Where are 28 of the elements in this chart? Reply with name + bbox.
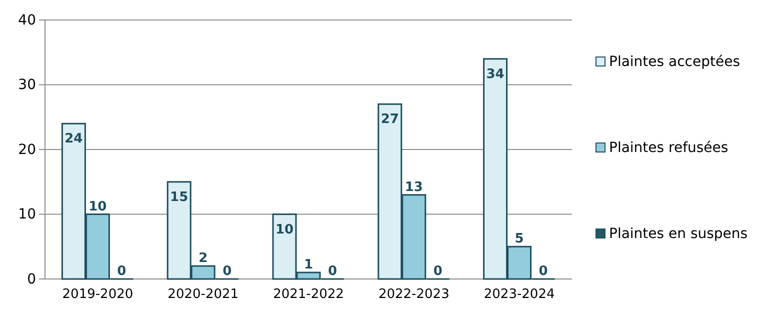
y-tick-label: 30: [18, 77, 36, 94]
data-label: 0: [222, 264, 232, 279]
data-label: 0: [328, 264, 338, 279]
data-label: 13: [404, 180, 423, 195]
x-tick-label: 2022-2023: [378, 287, 450, 302]
data-label: 0: [538, 264, 548, 279]
y-tick-label: 20: [18, 142, 36, 158]
data-label: 10: [88, 199, 107, 214]
x-tick-label: 2019-2020: [62, 287, 134, 302]
legend-label: Plaintes en suspens: [609, 226, 748, 242]
data-label: 0: [433, 264, 442, 279]
legend-label: Plaintes acceptées: [609, 54, 740, 70]
data-label: 24: [64, 132, 83, 147]
data-label: 27: [380, 112, 399, 128]
legend-label: Plaintes refusées: [609, 140, 728, 156]
x-tick-label: 2023-2024: [484, 287, 555, 302]
y-tick-label: 0: [27, 271, 36, 288]
data-label: 15: [170, 190, 188, 205]
data-label: 0: [117, 264, 126, 279]
data-label: 34: [486, 66, 504, 82]
data-label: 2: [198, 251, 208, 266]
x-tick-label: 2020-2021: [168, 287, 239, 302]
data-label: 1: [304, 258, 314, 273]
data-label: 5: [514, 232, 524, 247]
data-label: 10: [275, 222, 294, 238]
x-tick-label: 2021-2022: [273, 287, 344, 302]
y-tick-label: 10: [18, 206, 36, 223]
y-tick-label: 40: [18, 12, 36, 28]
